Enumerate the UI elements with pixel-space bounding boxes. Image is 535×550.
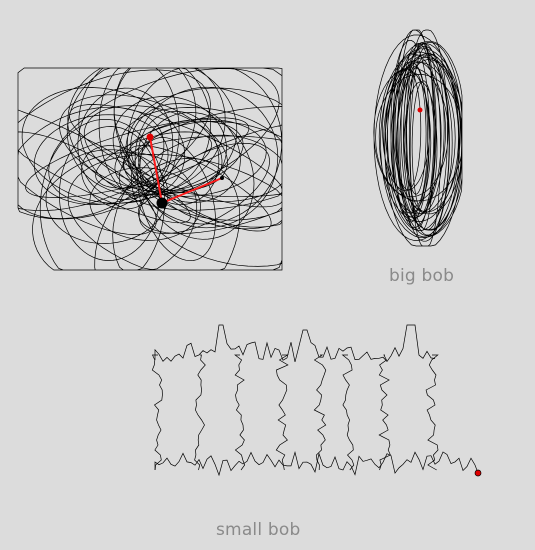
small-bob-trace-path <box>341 354 355 471</box>
small-bob-trace-path <box>154 324 436 362</box>
small-bob-trace-path <box>234 354 246 471</box>
big-bob[interactable] <box>156 197 168 209</box>
small-bob-trace-path <box>194 354 206 471</box>
small-bob[interactable] <box>220 176 224 180</box>
pendulum-rod-2 <box>161 177 223 204</box>
main-trace-path <box>17 67 283 271</box>
small-bob-trace-path <box>425 354 439 471</box>
small-bob-label: small bob <box>216 520 301 540</box>
pendulum-trace-main <box>17 67 283 271</box>
pendulum-pivot <box>146 133 154 141</box>
big-bob-label: big bob <box>389 266 455 286</box>
big-bob-marker <box>417 107 423 113</box>
small-bob-trace-path <box>154 450 479 477</box>
pendulum-rod-1 <box>149 136 163 204</box>
big-bob-trace-path <box>373 29 463 247</box>
small-bob-trace-path <box>151 354 163 471</box>
small-bob-trace <box>151 324 479 477</box>
big-bob-trace <box>373 29 463 247</box>
small-bob-trace-path <box>313 354 327 471</box>
small-bob-trace-path <box>378 354 391 471</box>
small-bob-marker <box>474 469 482 477</box>
small-bob-trace-path <box>275 354 289 471</box>
